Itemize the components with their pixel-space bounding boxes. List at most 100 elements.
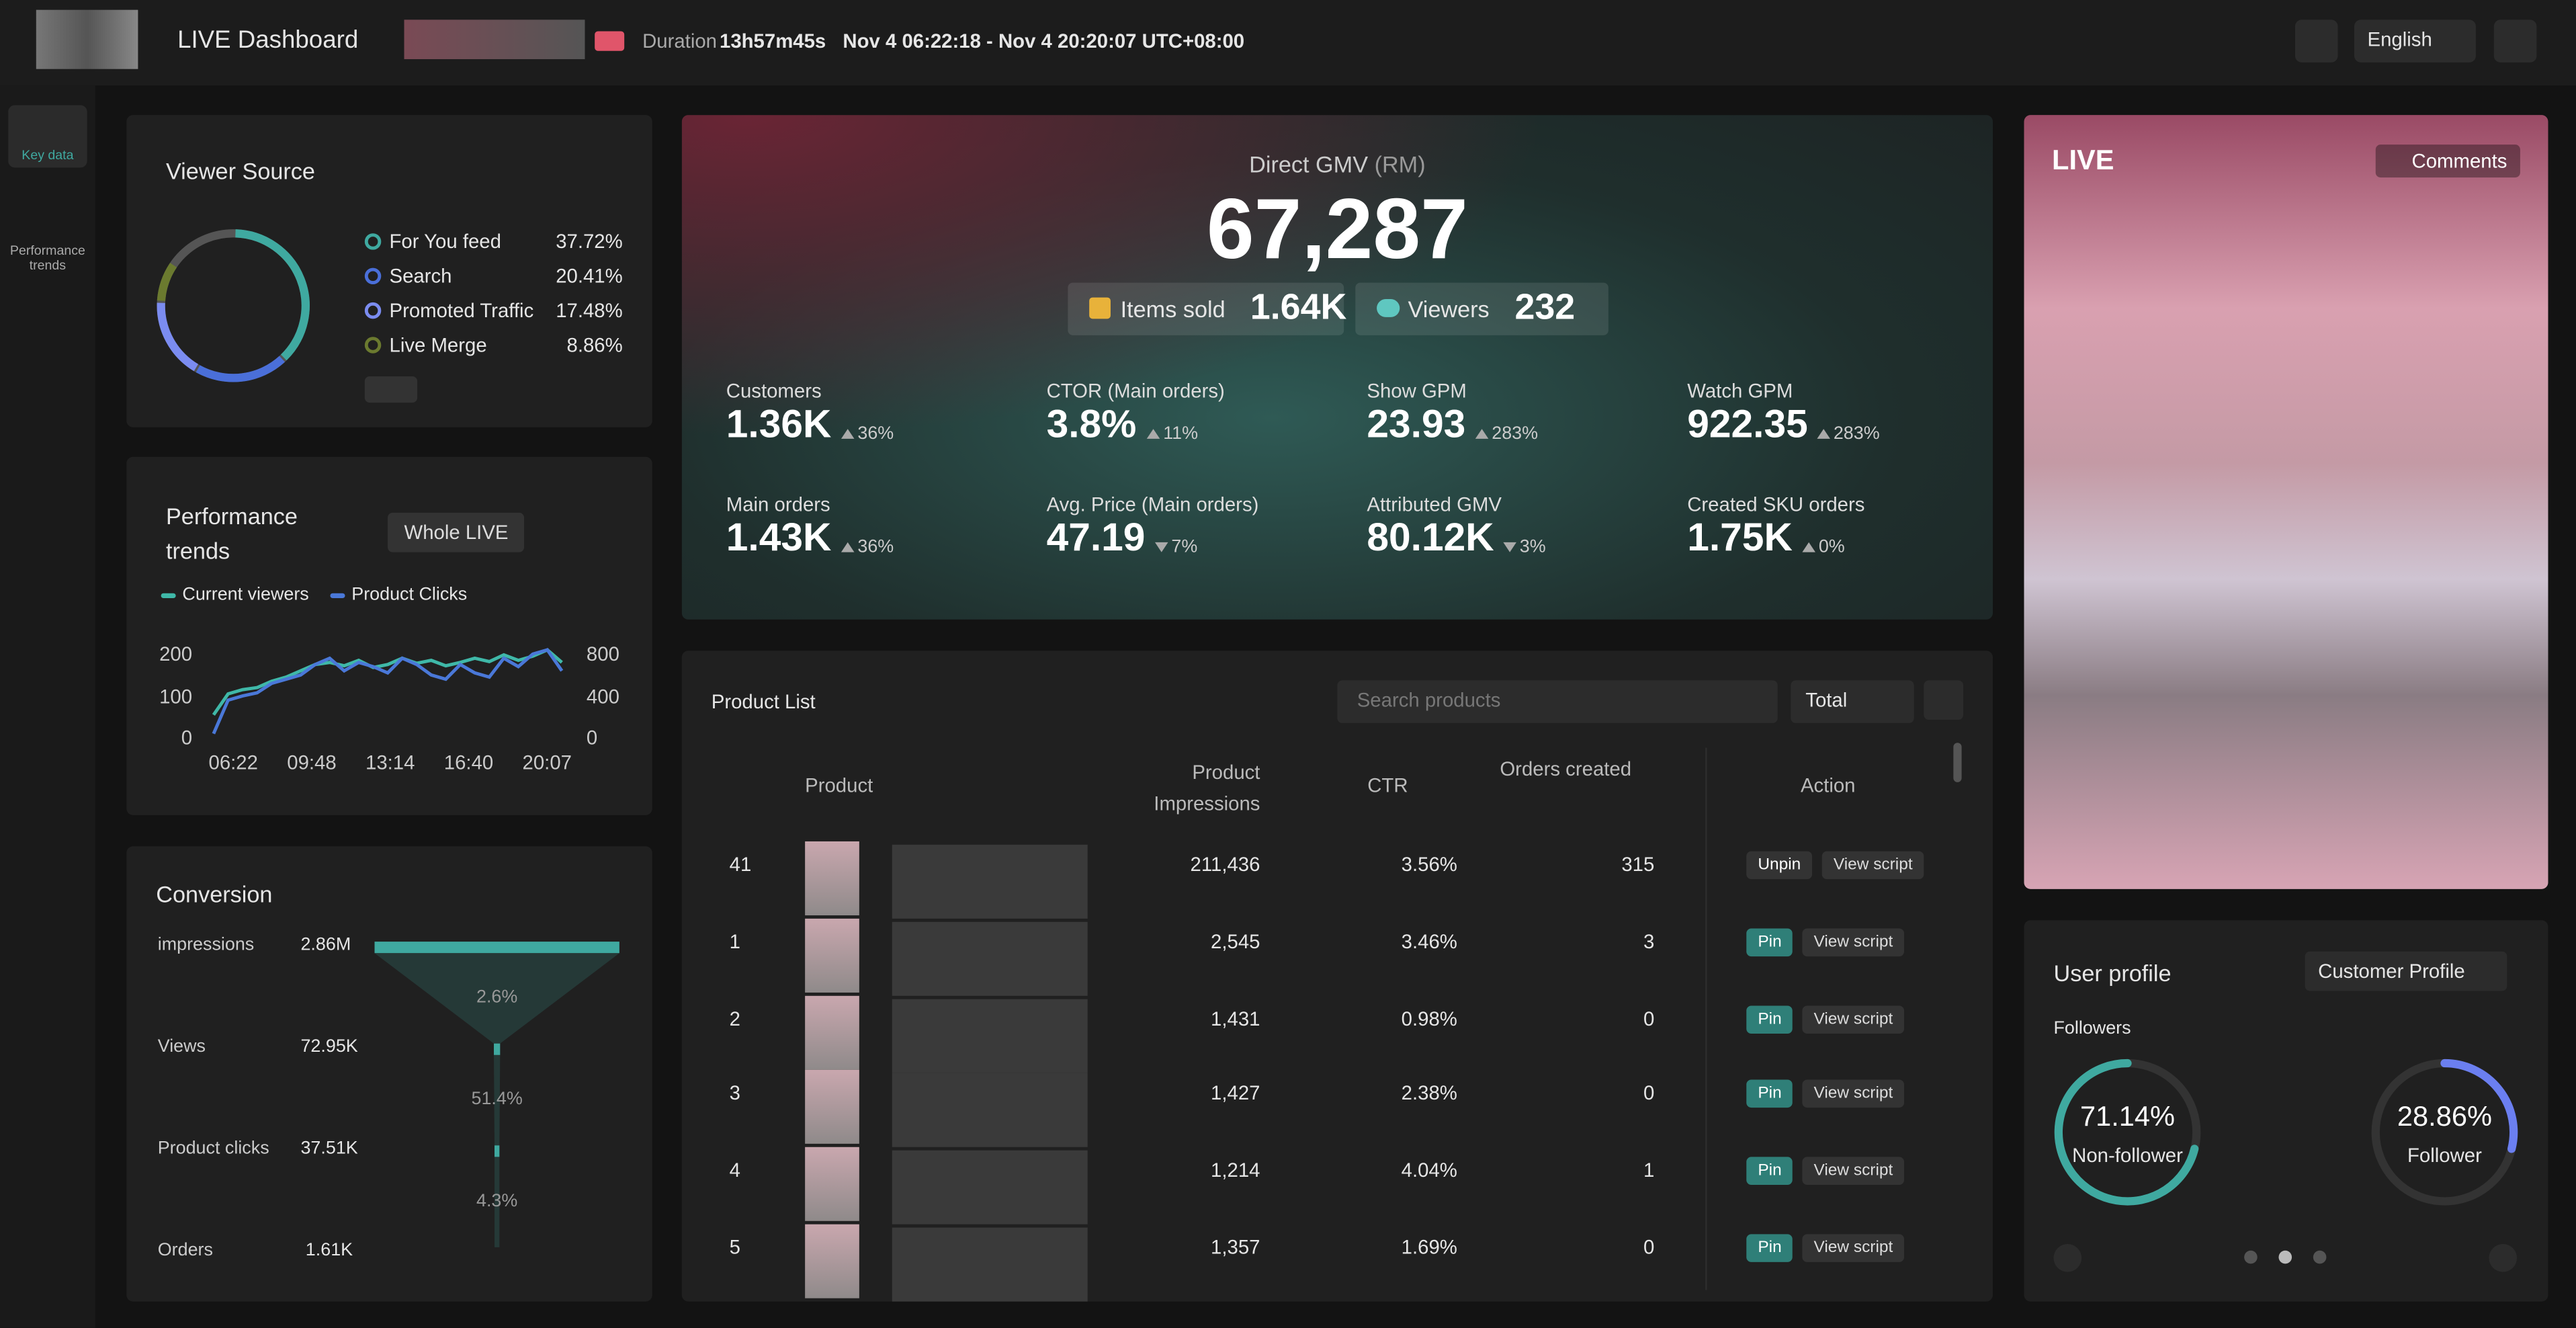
change-arrow [1146,429,1160,439]
profile-selector[interactable]: Customer Profile [2305,951,2508,991]
rank: 3 [729,1081,741,1105]
pin-btn[interactable]: Pin [1746,1234,1793,1262]
more[interactable] [364,376,418,403]
metric-change: 283% [1492,423,1539,444]
pin-btn[interactable]: Pin [1746,1079,1793,1108]
page-dot [2313,1250,2327,1264]
header-title: LIVE Dashboard [177,26,359,54]
metric-value: 1.36K [726,403,832,448]
orders: 1 [1643,1158,1655,1182]
ctr: 2.38% [1401,1081,1457,1105]
nav-key-data[interactable]: Key data [22,148,74,163]
impressions: 211,436 [1190,853,1260,876]
legend-value: 8.86% [566,333,623,357]
search[interactable]: Search products [1337,680,1778,723]
donut-segment [235,229,310,361]
view-script-btn[interactable]: View script [1802,928,1905,957]
thumbnail [805,918,859,993]
orders: 315 [1621,853,1655,876]
col-ctr: CTR [1367,774,1408,797]
ctr: 1.69% [1401,1235,1457,1259]
stage-value: 72.95K [300,1036,358,1057]
view-script-btn[interactable]: View script [1802,1005,1905,1034]
view-script-btn[interactable]: View script [1802,1157,1905,1185]
stage-name: Orders [157,1241,213,1261]
pin-btn[interactable]: Pin [1746,1005,1793,1034]
export[interactable] [1924,680,1964,720]
view-script-btn[interactable]: View script [1802,1234,1905,1262]
account [404,19,585,60]
gmv-label: Direct GMV (RM) [682,151,1993,177]
conversion-panel [126,846,652,1302]
next[interactable] [2489,1244,2518,1272]
ctr: 3.56% [1401,853,1457,876]
ctr: 3.46% [1401,929,1457,954]
metric-name: Avg. Price (Main orders) [1046,493,1259,516]
legend-dot [364,267,382,285]
funnel-rate: 4.3% [476,1191,518,1212]
funnel-bar [495,1145,500,1157]
items-value: 1.64K [1250,286,1347,327]
user-profile-title: User profile [2053,959,2172,987]
x-tick-label: 13:14 [366,751,415,774]
funnel-trapezoid [374,953,619,1044]
items-label: Items sold [1120,296,1226,323]
change-arrow [1503,542,1516,552]
legend-name: Promoted Traffic [389,299,534,323]
page-dot [2278,1250,2292,1264]
layout-button[interactable] [2294,19,2338,63]
product-name-redacted [892,921,1088,996]
filter[interactable]: Total [1791,680,1914,723]
ring-name: Non-follower [2072,1143,2183,1167]
performance-title: Performance trends [165,503,298,564]
stage-value: 2.86M [300,935,351,955]
metric-value: 922.35 [1687,403,1808,448]
metric-change: 3% [1519,537,1546,557]
donut-segment [157,302,199,372]
language[interactable]: English [2354,19,2476,63]
legend-dot [364,302,382,319]
page-dot [2244,1250,2258,1264]
live-panel [2024,115,2548,889]
metric-change: 283% [1833,423,1880,444]
comments[interactable]: Comments [2375,144,2520,178]
x-tick-label: 06:22 [208,751,258,774]
ring-label: 71.14% [2080,1101,2176,1132]
y2-tick-label: 400 [586,684,619,708]
nav-performance[interactable]: Performance trends [9,243,85,273]
thumbnail [805,995,859,1070]
logo [36,9,138,69]
conversion-title: Conversion [156,880,273,907]
change-arrow [1802,542,1815,552]
legend-value: 37.72% [556,230,623,253]
legend-dot [364,233,382,250]
thumbnail [805,1224,859,1298]
items-icon [1089,297,1111,319]
impressions: 1,427 [1211,1081,1260,1105]
metric-value: 3.8% [1046,403,1137,448]
product-name-redacted [892,999,1088,1073]
view-script-btn[interactable]: View script [1802,1079,1905,1108]
legend-name: Current viewers [182,585,309,605]
col-product: Product [805,774,873,797]
range: Nov 4 06:22:18 - Nov 4 20:20:07 UTC+08:0… [843,30,1245,53]
view-script-btn[interactable]: View script [1821,851,1924,880]
sidebar-active[interactable] [8,105,87,168]
pin-btn[interactable]: Pin [1746,928,1793,957]
pin-btn[interactable]: Unpin [1746,851,1813,880]
viewers-value: 232 [1514,286,1576,327]
metric-name: Main orders [726,493,830,516]
product-name-redacted [892,1073,1088,1147]
metric-name: Created SKU orders [1687,493,1865,516]
rank: 1 [729,929,741,954]
whole-live[interactable]: Whole LIVE [388,512,525,552]
metric-name: CTOR (Main orders) [1046,379,1225,403]
prev[interactable] [2053,1244,2082,1272]
y-tick-label: 0 [181,726,193,750]
fullscreen[interactable] [2493,19,2537,63]
pin-btn[interactable]: Pin [1746,1157,1793,1185]
thumbnail [805,1147,859,1221]
metric-value: 23.93 [1367,403,1466,448]
rank: 5 [729,1235,741,1259]
